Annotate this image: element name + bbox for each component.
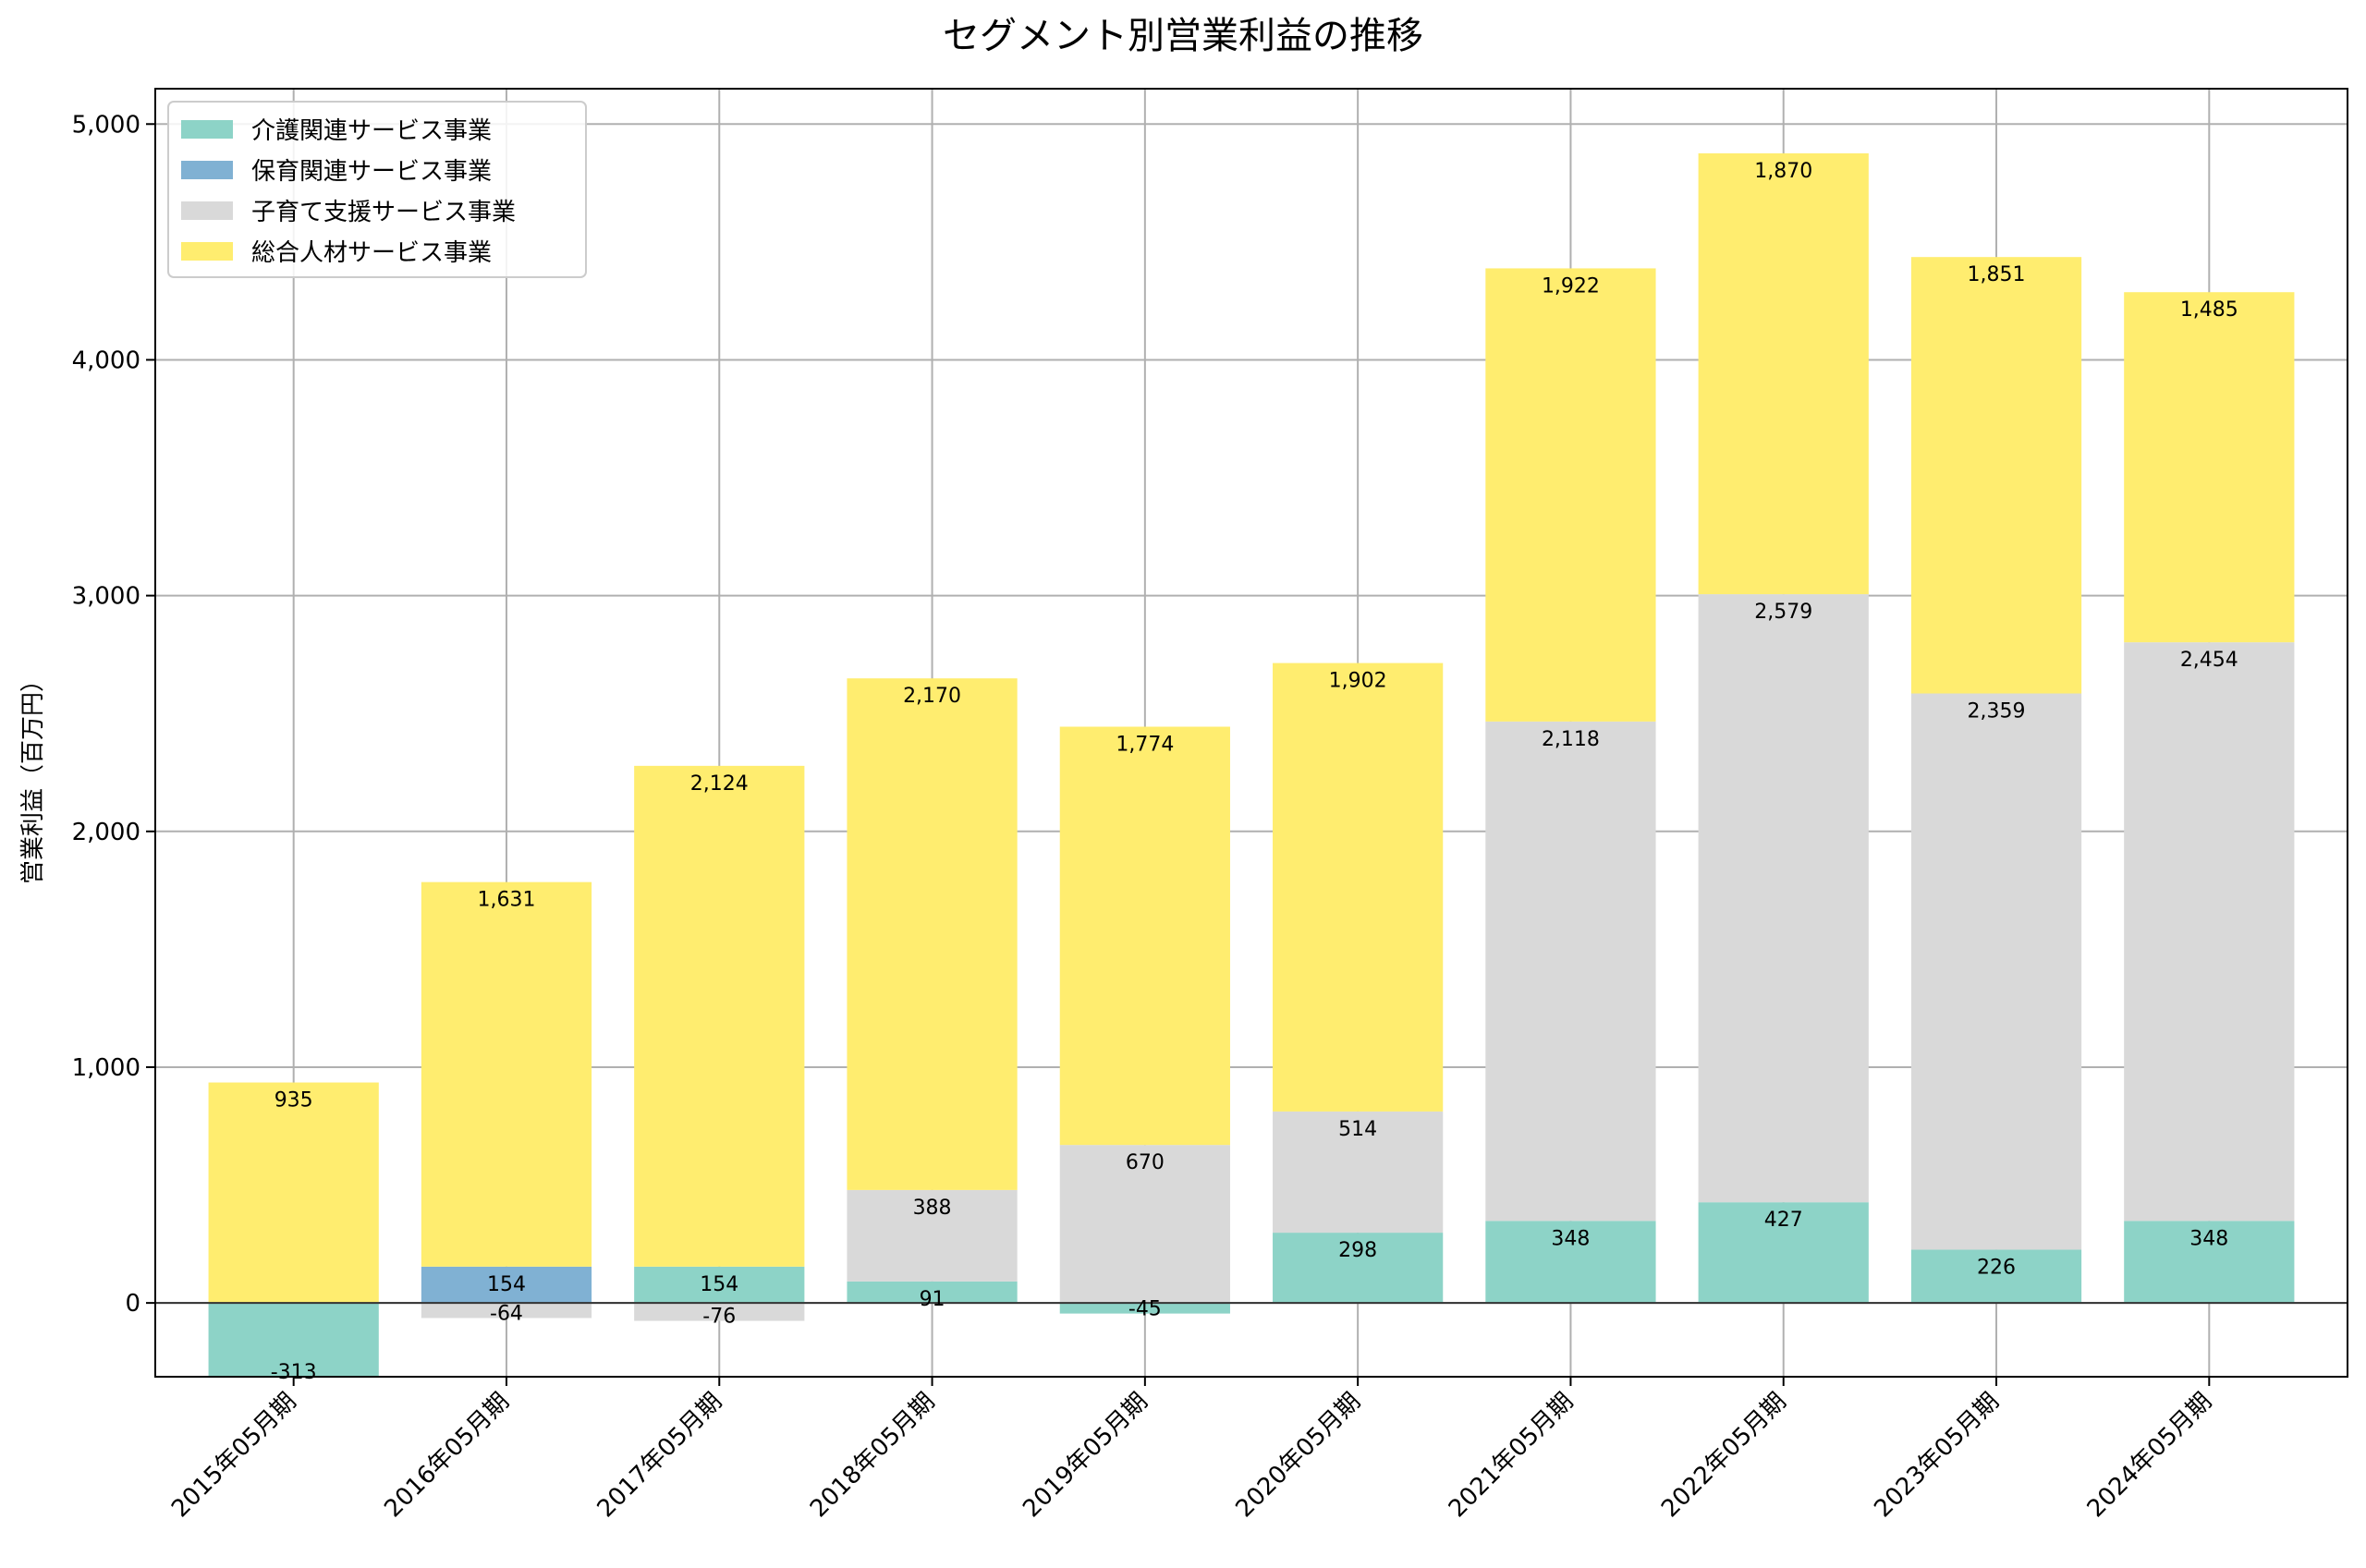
data-label: 2,359 xyxy=(1968,700,2026,723)
data-label: 514 xyxy=(1338,1118,1377,1141)
x-tick-label: 2022年05月期 xyxy=(1656,1388,1792,1524)
data-label: 1,870 xyxy=(1754,160,1812,183)
data-label: 154 xyxy=(700,1273,738,1296)
legend-label: 介護関連サービス事業 xyxy=(251,117,492,145)
data-label: 154 xyxy=(487,1273,526,1296)
x-tick-label: 2015年05月期 xyxy=(166,1388,302,1524)
data-label: 670 xyxy=(1126,1151,1165,1174)
legend-swatch xyxy=(181,161,233,179)
x-tick-label: 2018年05月期 xyxy=(805,1388,941,1524)
data-label: 348 xyxy=(2189,1227,2228,1250)
bar-segment xyxy=(1273,662,1444,1112)
bar-segment xyxy=(421,881,592,1267)
data-label: 1,922 xyxy=(1542,274,1600,298)
y-tick-label: 2,000 xyxy=(72,819,140,846)
legend-label: 子育て支援サービス事業 xyxy=(251,199,516,226)
data-label: 427 xyxy=(1764,1209,1803,1232)
y-tick-label: 0 xyxy=(125,1290,140,1318)
bar-segment xyxy=(1910,693,2082,1250)
legend-swatch xyxy=(181,242,233,261)
bar-segment xyxy=(847,1281,1018,1304)
bars-layer xyxy=(208,152,2295,1377)
bar-segment xyxy=(1059,1145,1230,1304)
legend: 介護関連サービス事業保育関連サービス事業子育て支援サービス事業総合人材サービス事… xyxy=(167,101,587,278)
legend-box xyxy=(167,101,587,278)
data-label: 935 xyxy=(274,1089,313,1112)
bar-segment xyxy=(847,678,1018,1190)
x-tick-label: 2016年05月期 xyxy=(379,1388,515,1524)
bar-segment xyxy=(1485,268,1656,722)
bar-segment xyxy=(2124,1221,2295,1304)
bar-segment xyxy=(1698,152,1869,595)
x-tick-label: 2024年05月期 xyxy=(2082,1388,2218,1524)
x-tick-label: 2017年05月期 xyxy=(592,1388,728,1524)
bar-segment xyxy=(1910,257,2082,694)
y-axis-label: 営業利益（百万円） xyxy=(19,668,47,884)
data-label: 2,170 xyxy=(903,685,961,708)
bar-segment xyxy=(1059,726,1230,1146)
data-label: -64 xyxy=(490,1302,523,1325)
bar-segment xyxy=(1485,1221,1656,1304)
data-label: 2,454 xyxy=(2180,649,2238,672)
data-label: 226 xyxy=(1977,1256,2016,1279)
bar-segment xyxy=(2124,292,2295,643)
bar-segment xyxy=(1485,721,1656,1222)
labels-layer: -313935154-641,631154-762,124913882,170-… xyxy=(271,160,2238,1384)
data-label: 388 xyxy=(913,1197,952,1220)
bar-segment xyxy=(1273,1233,1444,1304)
data-label: 2,118 xyxy=(1542,728,1600,751)
y-tick-label: 4,000 xyxy=(72,346,140,374)
data-label: 1,774 xyxy=(1116,733,1174,756)
bar-segment xyxy=(634,765,805,1267)
data-label: 1,631 xyxy=(477,889,535,912)
legend-swatch xyxy=(181,201,233,220)
data-label: -76 xyxy=(702,1306,736,1329)
bar-segment xyxy=(634,1303,805,1321)
legend-label: 総合人材サービス事業 xyxy=(251,239,492,267)
bar-segment xyxy=(1698,594,1869,1203)
data-label: 2,579 xyxy=(1754,601,1812,624)
bar-segment xyxy=(634,1266,805,1304)
x-tick-label: 2020年05月期 xyxy=(1231,1388,1367,1524)
data-label: 1,902 xyxy=(1329,670,1387,693)
bar-segment xyxy=(421,1303,592,1319)
bar-segment xyxy=(1273,1111,1444,1234)
bar-segment xyxy=(1059,1303,1230,1314)
bar-segment xyxy=(421,1266,592,1304)
y-tick-label: 3,000 xyxy=(72,583,140,611)
data-label: 1,851 xyxy=(1968,263,2026,286)
x-tick-label: 2019年05月期 xyxy=(1018,1388,1153,1524)
data-label: 2,124 xyxy=(690,772,749,796)
data-label: 1,485 xyxy=(2180,298,2238,322)
bar-segment xyxy=(1698,1202,1869,1304)
data-label: 348 xyxy=(1551,1227,1590,1250)
bar-segment xyxy=(1910,1249,2082,1304)
plot-frame xyxy=(154,88,2348,1378)
legend-swatch xyxy=(181,120,233,139)
legend-label: 保育関連サービス事業 xyxy=(251,158,492,186)
y-tick-label: 1,000 xyxy=(72,1054,140,1082)
bar-segment xyxy=(208,1082,379,1304)
bar-segment xyxy=(847,1189,1018,1282)
x-tick-label: 2021年05月期 xyxy=(1444,1388,1579,1524)
bar-segment xyxy=(208,1303,379,1377)
y-tick-label: 5,000 xyxy=(72,111,140,139)
x-tick-label: 2023年05月期 xyxy=(1869,1388,2005,1524)
chart-title: セグメント別営業利益の推移 xyxy=(943,15,1423,57)
data-label: 91 xyxy=(920,1288,945,1311)
data-label: -45 xyxy=(1128,1298,1162,1321)
data-label: 298 xyxy=(1338,1239,1377,1262)
bar-segment xyxy=(2124,642,2295,1222)
